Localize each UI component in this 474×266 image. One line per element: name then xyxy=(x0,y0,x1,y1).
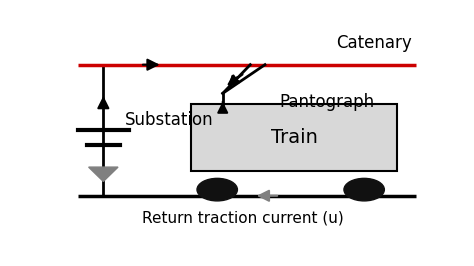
Text: Catenary: Catenary xyxy=(336,34,412,52)
Bar xyxy=(191,103,397,171)
Text: Pantograph: Pantograph xyxy=(280,93,375,111)
Circle shape xyxy=(197,178,237,201)
Text: Substation: Substation xyxy=(125,111,214,129)
Text: Train: Train xyxy=(271,128,318,147)
Circle shape xyxy=(344,178,384,201)
Text: Return traction current (u): Return traction current (u) xyxy=(142,210,344,225)
Polygon shape xyxy=(89,167,118,181)
